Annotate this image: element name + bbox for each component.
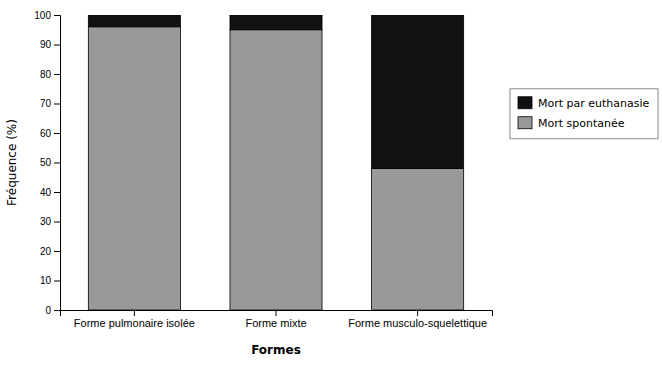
y-axis: 0 10 20 30 40 50 60 70 80 90 100 <box>34 10 60 316</box>
y-axis-title: Fréquence (%) <box>5 119 19 206</box>
legend-item: Mort par euthanasie <box>518 97 650 110</box>
y-tick-mark <box>54 74 60 75</box>
y-tick-mark <box>54 251 60 252</box>
bars <box>88 15 463 310</box>
y-tick-mark <box>54 15 60 16</box>
y-tick: 80 <box>40 69 60 80</box>
y-tick: 70 <box>40 98 60 109</box>
legend: Mort par euthanasie Mort spontanée <box>510 89 658 139</box>
y-tick: 30 <box>40 216 60 227</box>
y-tick: 0 <box>45 305 60 316</box>
y-tick: 60 <box>40 128 60 139</box>
y-tick-label: 60 <box>40 128 52 139</box>
x-tick-mark <box>276 310 277 316</box>
y-tick-label: 70 <box>40 98 52 109</box>
chart: 0 10 20 30 40 50 60 70 80 90 100 Forme pulmonaire i… <box>0 0 662 368</box>
y-tick: 100 <box>34 10 60 21</box>
y-axis-line <box>54 16 61 311</box>
bar <box>88 27 180 310</box>
legend-item: Mort spontanée <box>518 117 625 130</box>
x-tick: Forme mixte <box>245 310 306 329</box>
y-tick-label: 80 <box>40 69 52 80</box>
y-tick-label: 20 <box>40 246 52 257</box>
legend-swatch <box>518 117 532 129</box>
y-tick-mark <box>54 45 60 46</box>
x-tick-label: Forme mixte <box>245 317 306 329</box>
y-tick-label: 90 <box>40 39 52 50</box>
y-tick-mark <box>54 163 60 164</box>
x-tick-mark <box>417 310 418 316</box>
y-tick-mark <box>54 133 60 134</box>
y-tick-mark <box>54 104 60 105</box>
x-axis: Forme pulmonaire isolée Forme mixte Forme … <box>61 310 493 329</box>
y-tick-mark <box>54 222 60 223</box>
y-tick-mark <box>54 192 60 193</box>
plot: 0 10 20 30 40 50 60 70 80 90 100 Forme pulmonaire i… <box>34 10 492 329</box>
x-tick-mark <box>134 310 135 316</box>
y-tick-label: 40 <box>40 187 52 198</box>
y-tick-label: 10 <box>40 275 52 286</box>
y-tick: 10 <box>40 275 60 286</box>
x-axis-line <box>61 311 493 317</box>
legend-swatch <box>518 97 532 109</box>
y-tick: 50 <box>40 157 60 168</box>
series <box>88 15 463 168</box>
y-tick-mark <box>54 310 60 311</box>
legend-frame <box>510 89 658 139</box>
x-tick-label: Forme musculo-squelettique <box>348 317 487 329</box>
legend-label: Mort par euthanasie <box>538 97 650 110</box>
y-tick-label: 50 <box>40 157 52 168</box>
x-axis-title: Formes <box>251 343 301 357</box>
y-tick-label: 100 <box>34 10 51 21</box>
bar <box>230 15 322 30</box>
bar <box>88 15 180 27</box>
y-tick: 40 <box>40 187 60 198</box>
y-tick-label: 0 <box>45 305 51 316</box>
legend-label: Mort spontanée <box>538 117 625 130</box>
x-tick-label: Forme pulmonaire isolée <box>74 317 195 329</box>
y-tick: 90 <box>40 39 60 50</box>
y-tick-mark <box>54 281 60 282</box>
y-tick-label: 30 <box>40 216 52 227</box>
bar <box>230 30 322 310</box>
x-tick: Forme musculo-squelettique <box>348 310 487 329</box>
y-tick: 20 <box>40 246 60 257</box>
x-tick: Forme pulmonaire isolée <box>74 310 195 329</box>
bar <box>372 168 464 310</box>
bar <box>372 15 464 168</box>
